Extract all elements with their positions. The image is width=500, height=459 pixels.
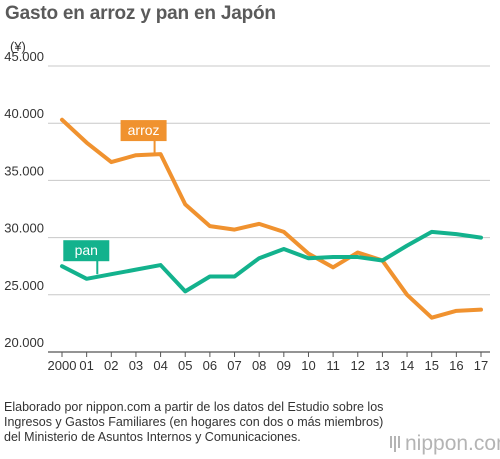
x-tick-label: 06 bbox=[203, 358, 217, 373]
x-tick-label: 13 bbox=[375, 358, 389, 373]
x-tick-label: 12 bbox=[351, 358, 365, 373]
x-tick-label: 05 bbox=[178, 358, 192, 373]
brand-text: nippon.com bbox=[405, 432, 500, 455]
x-tick-label: 07 bbox=[227, 358, 241, 373]
x-tick-label: 15 bbox=[424, 358, 438, 373]
callout-box-arroz bbox=[120, 120, 167, 142]
x-tick-label: 16 bbox=[449, 358, 463, 373]
x-tick-label: 03 bbox=[129, 358, 143, 373]
y-tick-labels: 20.000 25.000 30.000 35.000 40.000 45.000 bbox=[4, 49, 44, 350]
y-tick-label: 20.000 bbox=[4, 335, 44, 350]
x-tick-label: 09 bbox=[277, 358, 291, 373]
grid-lines bbox=[48, 65, 490, 353]
x-tick-label: 02 bbox=[104, 358, 118, 373]
series-line-pan bbox=[60, 229, 483, 294]
x-tick-label: 01 bbox=[79, 358, 93, 373]
series-line-arroz bbox=[60, 117, 483, 320]
brand-logo: nippon.com bbox=[390, 432, 500, 456]
y-tick-label: 40.000 bbox=[4, 106, 44, 121]
x-tick-label: 08 bbox=[252, 358, 266, 373]
x-tick-label: 2000 bbox=[48, 358, 77, 373]
y-axis-unit-label: (¥) bbox=[10, 39, 26, 54]
y-tick-label: 25.000 bbox=[4, 278, 44, 293]
x-tick-label: 10 bbox=[301, 358, 315, 373]
x-tick-labels: 2000 01 02 03 04 05 06 07 08 09 10 11 12 13 14 15 16 17 bbox=[48, 352, 488, 373]
y-tick-label: 30.000 bbox=[4, 221, 44, 236]
brand-bars-icon bbox=[390, 436, 400, 452]
series-labels: arroz pan bbox=[63, 120, 167, 275]
line-chart: 20.000 25.000 30.000 35.000 40.000 45.000 200… bbox=[4, 49, 490, 373]
series-label-pan: pan bbox=[75, 242, 98, 258]
x-tick-label: 11 bbox=[326, 358, 340, 373]
series-lines bbox=[60, 117, 483, 320]
source-note: Elaborado por nippon.com a partir de los… bbox=[4, 400, 384, 444]
x-tick-label: 17 bbox=[474, 358, 488, 373]
x-tick-label: 14 bbox=[400, 358, 414, 373]
callout-box-pan bbox=[63, 240, 110, 262]
y-tick-label: 45.000 bbox=[4, 49, 44, 64]
series-label-arroz: arroz bbox=[128, 122, 160, 138]
chart-title: Gasto en arroz y pan en Japón bbox=[5, 3, 276, 24]
y-tick-label: 35.000 bbox=[4, 163, 44, 178]
x-tick-label: 04 bbox=[153, 358, 167, 373]
